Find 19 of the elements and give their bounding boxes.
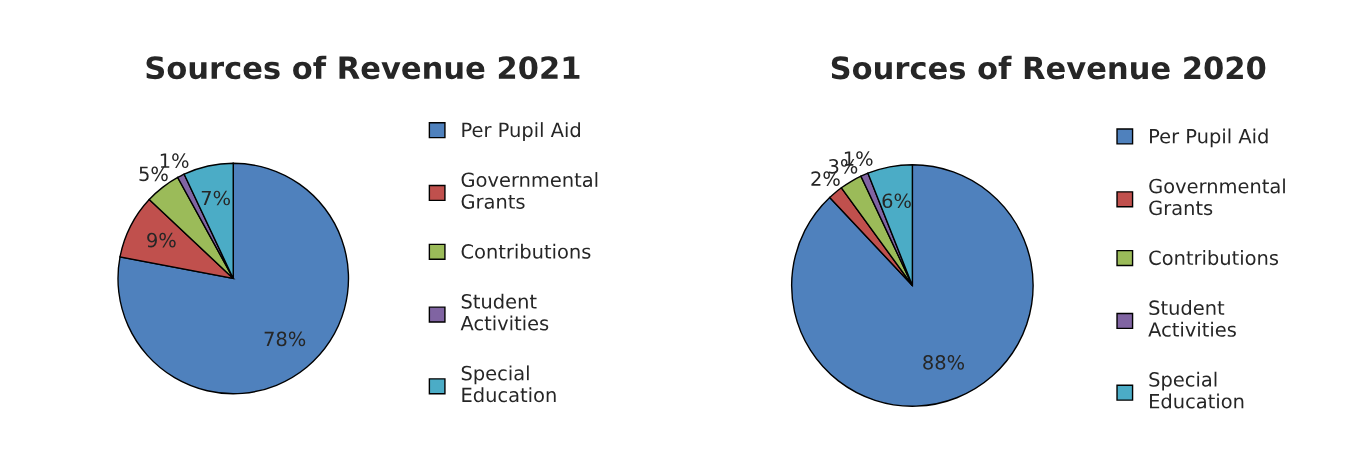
legend-label: Governmental Grants [461,172,598,209]
legend-label: Special Education [461,365,556,403]
data-label: 1% [160,153,189,169]
data-label: 88% [923,354,965,370]
legend-label: Student Activities [460,293,549,331]
chart-title: Sources of Revenue 2021 [146,55,580,80]
data-label: 6% [882,193,911,209]
legend-label: Per Pupil Aid [1150,128,1268,148]
data-label: 78% [264,331,306,347]
chart-title: Sources of Revenue 2020 [831,55,1266,80]
legend-label: Special Education [1149,371,1244,409]
legend-label: Student Activities [1148,300,1236,337]
legend-label: Per Pupil Aid [462,122,580,141]
data-label: 5% [139,166,168,182]
legend-label: Governmental Grants [1149,178,1285,216]
data-label: 9% [147,232,176,248]
legend-label: Contributions [461,243,591,259]
legend-label: Contributions [1149,250,1279,266]
data-label: 7% [201,190,230,206]
